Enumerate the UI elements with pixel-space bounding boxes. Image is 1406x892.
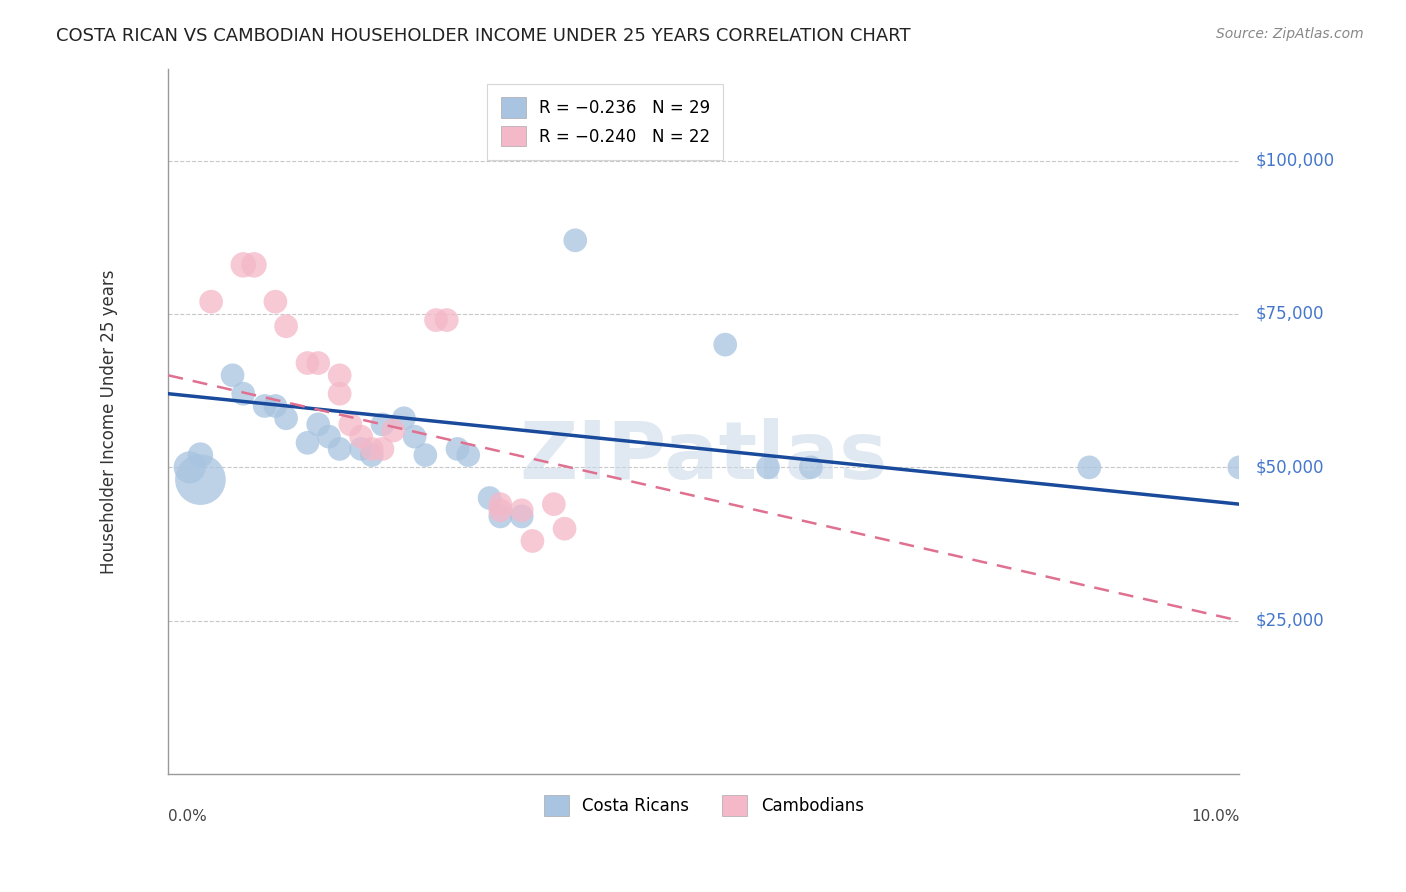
- Point: [1227, 460, 1250, 475]
- Point: [297, 356, 319, 370]
- Text: Householder Income Under 25 years: Householder Income Under 25 years: [100, 269, 118, 574]
- Text: ZIPatlas: ZIPatlas: [520, 417, 889, 496]
- Point: [329, 442, 352, 456]
- Point: [297, 435, 319, 450]
- Text: $75,000: $75,000: [1256, 305, 1324, 323]
- Text: $100,000: $100,000: [1256, 152, 1334, 169]
- Point: [436, 313, 458, 327]
- Point: [339, 417, 361, 432]
- Point: [221, 368, 243, 383]
- Point: [564, 233, 586, 247]
- Legend: Costa Ricans, Cambodians: Costa Ricans, Cambodians: [537, 789, 870, 822]
- Point: [179, 460, 201, 475]
- Point: [274, 411, 297, 425]
- Text: $50,000: $50,000: [1256, 458, 1324, 476]
- Point: [190, 473, 212, 487]
- Text: 10.0%: 10.0%: [1191, 809, 1239, 824]
- Point: [329, 368, 352, 383]
- Point: [478, 491, 501, 505]
- Point: [714, 337, 737, 351]
- Point: [329, 386, 352, 401]
- Point: [264, 294, 287, 309]
- Point: [554, 522, 576, 536]
- Point: [457, 448, 479, 462]
- Point: [190, 448, 212, 462]
- Point: [243, 258, 266, 272]
- Point: [489, 497, 512, 511]
- Point: [800, 460, 823, 475]
- Point: [415, 448, 437, 462]
- Point: [404, 430, 426, 444]
- Point: [307, 356, 329, 370]
- Point: [318, 430, 340, 444]
- Point: [392, 411, 415, 425]
- Point: [522, 533, 544, 548]
- Point: [307, 417, 329, 432]
- Point: [382, 424, 405, 438]
- Point: [425, 313, 447, 327]
- Point: [756, 460, 779, 475]
- Point: [489, 503, 512, 517]
- Point: [350, 442, 373, 456]
- Point: [360, 448, 382, 462]
- Text: Source: ZipAtlas.com: Source: ZipAtlas.com: [1216, 27, 1364, 41]
- Text: COSTA RICAN VS CAMBODIAN HOUSEHOLDER INCOME UNDER 25 YEARS CORRELATION CHART: COSTA RICAN VS CAMBODIAN HOUSEHOLDER INC…: [56, 27, 911, 45]
- Point: [371, 442, 394, 456]
- Point: [253, 399, 276, 413]
- Text: 0.0%: 0.0%: [169, 809, 207, 824]
- Point: [543, 497, 565, 511]
- Point: [350, 430, 373, 444]
- Point: [232, 386, 254, 401]
- Point: [510, 509, 533, 524]
- Point: [232, 258, 254, 272]
- Point: [446, 442, 468, 456]
- Point: [510, 503, 533, 517]
- Point: [1078, 460, 1101, 475]
- Point: [360, 442, 382, 456]
- Point: [371, 417, 394, 432]
- Point: [489, 509, 512, 524]
- Point: [264, 399, 287, 413]
- Point: [274, 319, 297, 334]
- Text: $25,000: $25,000: [1256, 612, 1324, 630]
- Point: [200, 294, 222, 309]
